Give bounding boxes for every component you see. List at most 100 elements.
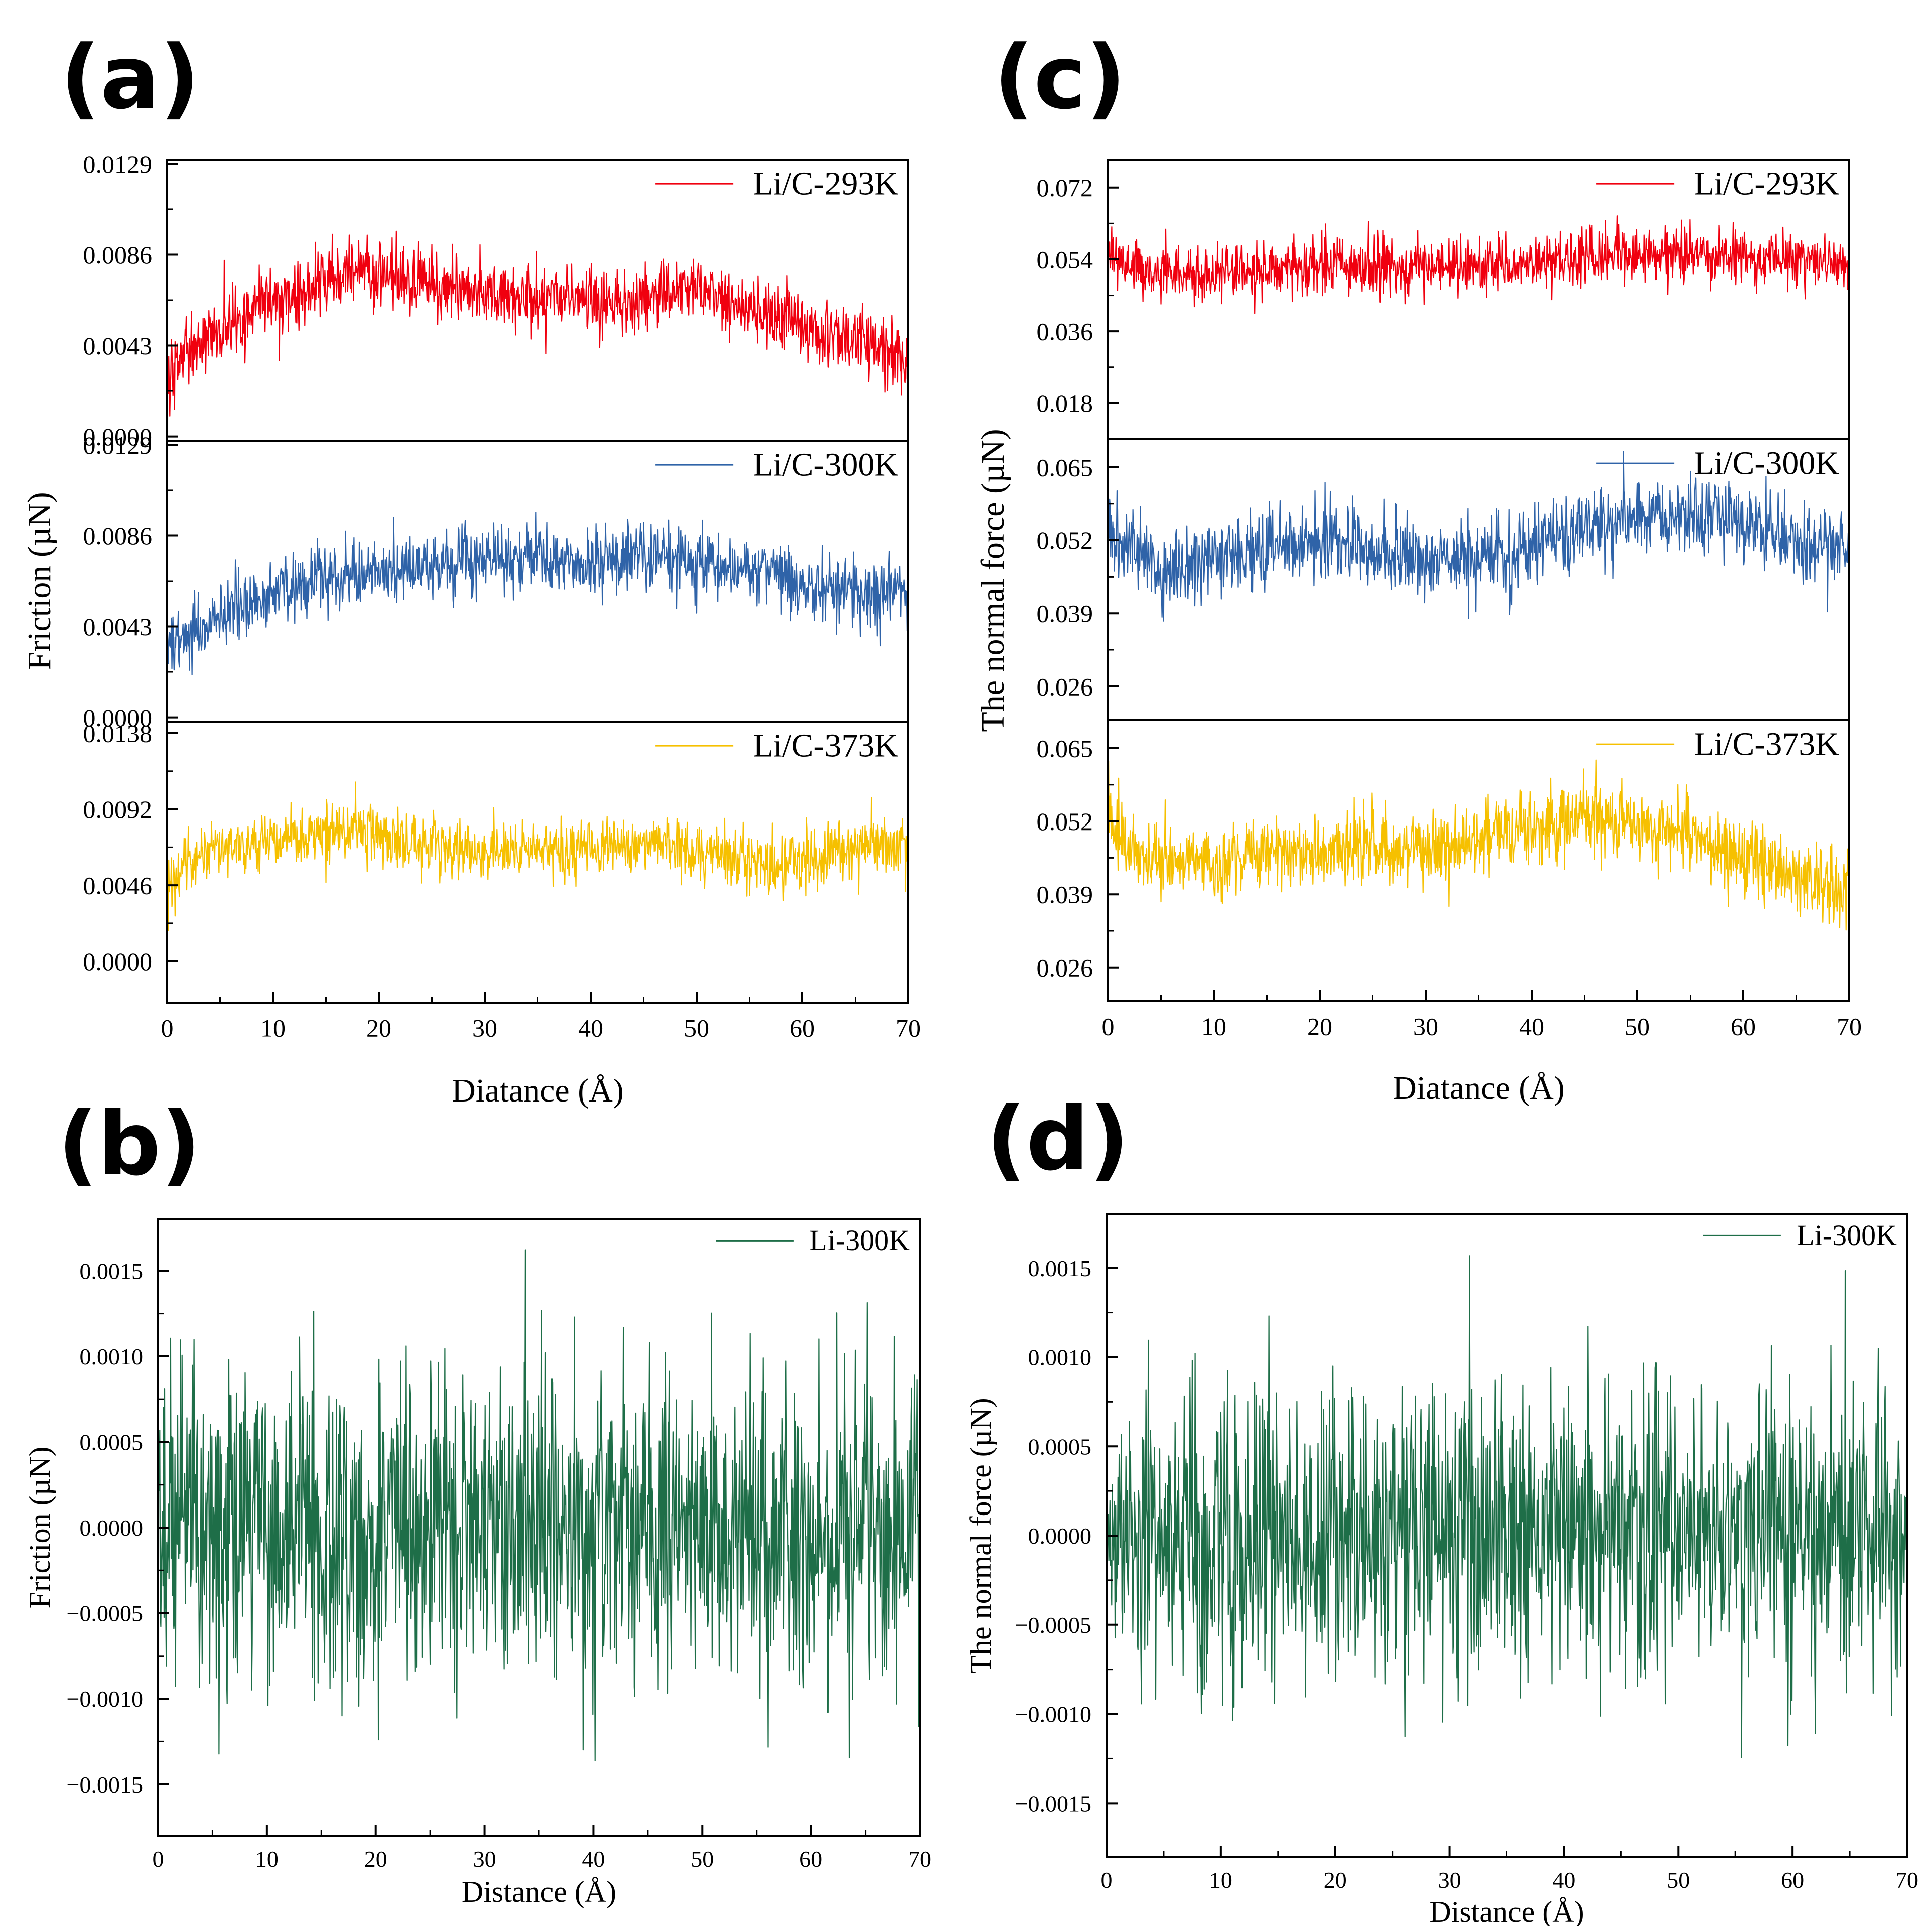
chart-a-sub2: 0.0129 0.0086 0.0043 0.0000 Li/C-300K — [83, 431, 909, 732]
chart-d-sub1-ytick-label-3: 0.0000 — [1028, 1523, 1092, 1549]
chart-d-sub1-ytick-label-0: 0.0015 — [1028, 1256, 1092, 1281]
chart-d-xtick-label-7: 70 — [1895, 1867, 1918, 1893]
chart-d-xtick-label-0: 0 — [1101, 1867, 1113, 1893]
chart-d-xtick-label-2: 20 — [1324, 1867, 1347, 1893]
chart-c-sub1-ytick-label-3: 0.018 — [1037, 389, 1093, 418]
chart-c-sub3-ytick-label-3: 0.026 — [1037, 953, 1093, 982]
chart-c-sub3-ytick-label-0: 0.065 — [1037, 735, 1093, 763]
chart-c-xtick-label-2: 20 — [1307, 1013, 1332, 1041]
chart-b-sub1-ytick-label-2: 0.0005 — [80, 1430, 144, 1455]
chart-a-sub1-ytick-label-0: 0.0129 — [83, 150, 153, 178]
chart-c-xtick-label-0: 0 — [1102, 1013, 1115, 1041]
chart-a-sub2-legend-label: Li/C-300K — [753, 446, 898, 483]
chart-a-sub2-series-line — [166, 511, 909, 708]
chart-b-sub1-ytick-label-3: 0.0000 — [80, 1515, 144, 1541]
chart-a-sub1: 0.0129 0.0086 0.0043 0.0000 Li/C-293K — [83, 150, 909, 451]
chart-d: 0.0015 0.0010 0.0005 0.0000 −0.0005 −0.0010 −0… — [964, 1213, 1918, 1926]
chart-b-xtick-label-2: 20 — [364, 1846, 387, 1872]
chart-d-sub1-ytick-label-6: −0.0015 — [1015, 1791, 1091, 1816]
chart-a: 0.0129 0.0086 0.0043 0.0000 Li/C-293K 0.0129 0… — [21, 150, 921, 1109]
chart-c-sub3: 0.065 0.052 0.039 0.026 Li/C-373K — [1037, 719, 1850, 1002]
chart-a-xtick-label-0: 0 — [161, 1014, 174, 1042]
chart-b-xlabel: Distance (Å) — [462, 1875, 616, 1908]
chart-b-sub1-ytick-label-5: −0.0010 — [67, 1686, 143, 1712]
chart-b-sub1-ytick-label-4: −0.0005 — [67, 1601, 143, 1626]
chart-a-sub2-ytick-label-1: 0.0086 — [83, 522, 153, 550]
chart-a-sub2-ytick-label-0: 0.0129 — [83, 431, 153, 459]
chart-c-sub1-legend-label: Li/C-293K — [1694, 165, 1839, 202]
chart-c-xtick-label-5: 50 — [1625, 1013, 1650, 1041]
chart-c-sub2-series-line — [1107, 451, 1850, 707]
chart-a-sub1-legend-label: Li/C-293K — [753, 165, 898, 202]
chart-c-sub3-ytick-label-1: 0.052 — [1037, 807, 1093, 836]
panel-label-d: (d) — [986, 1088, 1129, 1190]
chart-a-sub3-series-line — [166, 781, 909, 989]
chart-c-sub1-ytick-label-1: 0.054 — [1037, 245, 1093, 273]
chart-c-xtick-label-3: 30 — [1413, 1013, 1438, 1041]
chart-d-sub1-ytick-label-4: −0.0005 — [1015, 1612, 1091, 1638]
chart-a-sub1-ytick-label-2: 0.0043 — [83, 332, 153, 360]
chart-b-sub1-ytick-label-0: 0.0015 — [80, 1258, 144, 1284]
chart-d-sub1-ytick-label-2: 0.0005 — [1028, 1434, 1092, 1459]
chart-a-xtick-label-1: 10 — [260, 1014, 286, 1042]
chart-c-xtick-label-4: 40 — [1519, 1013, 1544, 1041]
chart-d-sub1-legend-label: Li-300K — [1797, 1219, 1897, 1252]
chart-d-sub1-frame — [1106, 1213, 1908, 1858]
chart-b-sub1-ytick-label-1: 0.0010 — [80, 1344, 144, 1369]
chart-a-xlabel: Diatance (Å) — [452, 1072, 624, 1109]
chart-d-xtick-label-1: 10 — [1209, 1867, 1232, 1893]
chart-b-sub1-series-line — [157, 1249, 921, 1805]
chart-c-sub2-legend-label: Li/C-300K — [1694, 445, 1839, 481]
chart-b-xtick-label-6: 60 — [799, 1846, 822, 1872]
chart-a-sub3: 0.0138 0.0092 0.0046 0.0000 Li/C-373K — [83, 720, 909, 1004]
chart-a-sub3-ytick-label-2: 0.0046 — [83, 872, 153, 900]
chart-a-xtick-label-3: 30 — [472, 1014, 497, 1042]
chart-b-xtick-label-0: 0 — [153, 1846, 164, 1872]
chart-a-sub1-series-line — [166, 230, 909, 427]
chart-a-sub3-legend-label: Li/C-373K — [753, 727, 898, 764]
chart-c-xtick-label-7: 70 — [1837, 1013, 1862, 1041]
chart-c-sub3-legend-label: Li/C-373K — [1694, 726, 1839, 762]
chart-c-sub1-ytick-label-2: 0.036 — [1037, 318, 1093, 346]
chart-a-sub3-ytick-label-1: 0.0092 — [83, 795, 153, 823]
chart-a-ylabel: Friction (µN) — [21, 492, 58, 670]
chart-c-xlabel: Diatance (Å) — [1393, 1070, 1565, 1107]
panel-label-c: (c) — [994, 27, 1126, 129]
chart-c-ylabel: The normal force (µN) — [975, 429, 1011, 732]
chart-d-xtick-label-5: 50 — [1667, 1867, 1690, 1893]
chart-c: 0.0720.0540.0360.018Li/C-293K0.0650.0520… — [975, 159, 1862, 1107]
chart-c-sub3-ytick-label-2: 0.039 — [1037, 881, 1093, 909]
chart-b-xtick-label-5: 50 — [691, 1846, 714, 1872]
chart-c-sub1: 0.072 0.054 0.036 0.018 Li/C-293K — [1037, 159, 1850, 440]
chart-b-sub1: 0.0015 0.0010 0.0005 0.0000 −0.0005 −0.0010 −0… — [67, 1218, 921, 1837]
chart-d-sub1: 0.0015 0.0010 0.0005 0.0000 −0.0005 −0.0010 −0… — [1015, 1213, 1908, 1858]
chart-a-sub3-ytick-label-0: 0.0138 — [83, 720, 153, 748]
chart-a-sub2-ytick-label-2: 0.0043 — [83, 613, 153, 641]
chart-a-sub3-ytick-label-3: 0.0000 — [83, 947, 153, 976]
chart-b-xtick-label-7: 70 — [908, 1846, 931, 1872]
chart-d-sub1-ytick-label-5: −0.0010 — [1015, 1702, 1091, 1727]
chart-c-xtick-label-6: 60 — [1731, 1013, 1756, 1041]
chart-c-sub1-series-line — [1107, 215, 1850, 426]
chart-b-ylabel: Friction (µN) — [23, 1447, 56, 1609]
chart-d-xlabel: Distance (Å) — [1429, 1895, 1584, 1926]
chart-a-xtick-label-6: 60 — [790, 1014, 815, 1042]
chart-a-xtick-label-2: 20 — [366, 1014, 391, 1042]
chart-b-sub1-legend-label: Li-300K — [809, 1224, 910, 1257]
chart-c-sub2: 0.065 0.052 0.039 0.026 Li/C-300K — [1037, 438, 1850, 721]
panel-label-a: (a) — [60, 27, 200, 129]
chart-a-xtick-label-4: 40 — [578, 1014, 603, 1042]
chart-c-sub3-series-line — [1107, 759, 1850, 988]
chart-d-xtick-label-3: 30 — [1438, 1867, 1461, 1893]
chart-a-sub1-ytick-label-1: 0.0086 — [83, 241, 153, 269]
chart-d-ylabel: The normal force (µN) — [964, 1398, 997, 1673]
chart-d-sub1-ytick-label-1: 0.0010 — [1028, 1345, 1092, 1370]
chart-b-xtick-label-4: 40 — [582, 1846, 605, 1872]
chart-c-xtick-label-1: 10 — [1201, 1013, 1226, 1041]
chart-c-sub2-ytick-label-0: 0.065 — [1037, 454, 1093, 482]
chart-c-sub2-ytick-label-2: 0.039 — [1037, 600, 1093, 628]
chart-c-sub2-ytick-label-3: 0.026 — [1037, 672, 1093, 701]
chart-d-xtick-label-4: 40 — [1552, 1867, 1575, 1893]
chart-d-sub1-series-line — [1106, 1255, 1908, 1825]
